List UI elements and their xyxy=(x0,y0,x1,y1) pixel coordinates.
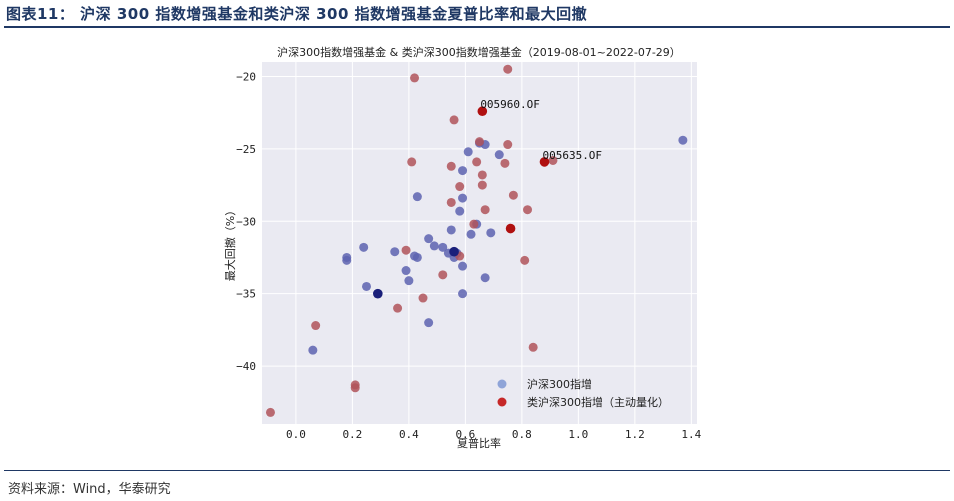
x-axis-title: 夏普比率 xyxy=(457,436,501,450)
quasi-csi300-point xyxy=(393,303,403,313)
figure-title: 图表11： 沪深 300 指数增强基金和类沪深 300 指数增强基金夏普比率和最… xyxy=(6,5,588,23)
csi300-enhanced-point xyxy=(412,252,422,262)
csi300-enhanced-point xyxy=(486,228,496,238)
csi300-enhanced-point xyxy=(429,241,439,251)
chart-title: 沪深300指数增强基金 & 类沪深300指数增强基金（2019-08-01~20… xyxy=(277,45,681,59)
top-rule xyxy=(4,26,950,28)
csi300-enhanced-point xyxy=(458,289,468,299)
csi300-enhanced-point xyxy=(390,247,400,257)
quasi-csi300-point xyxy=(350,383,360,393)
y-tick-label: −35 xyxy=(236,288,256,301)
csi300-enhanced-point xyxy=(401,266,411,276)
y-tick-labels: −40 −35 −30 −25 −20 xyxy=(236,70,256,373)
quasi-csi300-point xyxy=(520,255,530,265)
csi300-enhanced-point xyxy=(458,261,468,271)
csi300-enhanced-point xyxy=(678,135,688,145)
point-annotation: 005960.OF xyxy=(480,98,540,111)
y-tick-label: −30 xyxy=(236,215,256,228)
annotations: 005960.OF 005635.OF xyxy=(480,98,602,162)
quasi-csi300-point xyxy=(401,245,411,255)
point-annotation: 005635.OF xyxy=(542,149,602,162)
quasi-csi300-point xyxy=(528,342,538,352)
bottom-rule xyxy=(4,470,950,471)
quasi-csi300-point xyxy=(477,170,487,180)
csi300-enhanced-point xyxy=(480,273,490,283)
scatter-chart: 沪深300指数增强基金 & 类沪深300指数增强基金（2019-08-01~20… xyxy=(223,45,702,450)
x-tick-labels: 0.0 0.2 0.4 0.6 0.8 1.0 1.2 1.4 xyxy=(286,428,702,441)
legend-marker-csi300 xyxy=(497,379,507,389)
csi300-enhanced-point xyxy=(455,206,465,216)
quasi-csi300-point xyxy=(475,137,484,147)
quasi-csi300-point xyxy=(407,157,417,167)
quasi-csi300-point xyxy=(410,73,420,83)
quasi-csi300-point xyxy=(311,321,321,331)
csi300-enhanced-point xyxy=(466,229,476,239)
quasi-csi300-point xyxy=(548,155,558,165)
x-tick-label: 0.0 xyxy=(286,428,306,441)
highlighted-point xyxy=(373,288,383,299)
x-tick-label: 0.4 xyxy=(399,428,419,441)
x-tick-label: 1.4 xyxy=(681,428,701,441)
csi300-enhanced-point xyxy=(412,192,422,202)
csi300-enhanced-point xyxy=(308,345,318,355)
csi300-enhanced-point xyxy=(458,193,468,203)
quasi-csi300-point xyxy=(446,161,456,171)
quasi-csi300-point xyxy=(449,115,459,125)
plot-area xyxy=(262,62,697,424)
csi300-enhanced-point xyxy=(458,166,468,176)
quasi-csi300-point xyxy=(472,157,482,167)
quasi-csi300-point xyxy=(503,140,513,150)
csi300-enhanced-point xyxy=(463,147,473,157)
data-points xyxy=(265,64,688,417)
csi300-enhanced-point xyxy=(424,318,434,328)
highlighted-point xyxy=(477,106,488,117)
quasi-csi300-point xyxy=(477,180,487,190)
quasi-csi300-point xyxy=(438,270,448,280)
y-tick-label: −25 xyxy=(236,143,256,156)
x-tick-label: 0.6 xyxy=(455,428,475,441)
csi300-enhanced-point xyxy=(342,255,352,265)
quasi-csi300-point xyxy=(455,182,465,192)
highlighted-point xyxy=(449,246,459,257)
x-tick-label: 0.8 xyxy=(512,428,532,441)
legend-label-csi300: 沪深300指增 xyxy=(527,377,592,391)
csi300-enhanced-point xyxy=(362,281,372,291)
quasi-csi300-point xyxy=(503,64,513,74)
csi300-enhanced-point xyxy=(438,242,448,252)
x-tick-label: 0.2 xyxy=(342,428,362,441)
y-tick-label: −40 xyxy=(236,360,256,373)
quasi-csi300-point xyxy=(265,407,275,417)
csi300-enhanced-point xyxy=(424,234,434,244)
csi300-enhanced-point xyxy=(446,225,456,235)
csi300-enhanced-point xyxy=(404,276,414,286)
csi300-enhanced-point xyxy=(359,242,369,252)
legend-marker-quasi xyxy=(497,397,507,407)
y-axis-title: 最大回撤（%） xyxy=(223,205,237,281)
quasi-csi300-point xyxy=(446,197,456,207)
quasi-csi300-point xyxy=(469,219,479,229)
highlighted-point xyxy=(505,223,516,234)
quasi-csi300-point xyxy=(523,205,533,215)
quasi-csi300-point xyxy=(508,190,518,200)
source-note: 资料来源：Wind，华泰研究 xyxy=(8,482,171,497)
highlighted-point xyxy=(539,157,550,167)
quasi-csi300-point xyxy=(500,158,510,168)
legend-label-quasi: 类沪深300指增（主动量化） xyxy=(527,395,669,409)
quasi-csi300-point xyxy=(480,205,490,215)
quasi-csi300-point xyxy=(418,293,428,303)
y-tick-label: −20 xyxy=(236,70,256,83)
x-tick-label: 1.2 xyxy=(625,428,645,441)
x-tick-label: 1.0 xyxy=(568,428,588,441)
csi300-enhanced-point xyxy=(494,150,504,160)
